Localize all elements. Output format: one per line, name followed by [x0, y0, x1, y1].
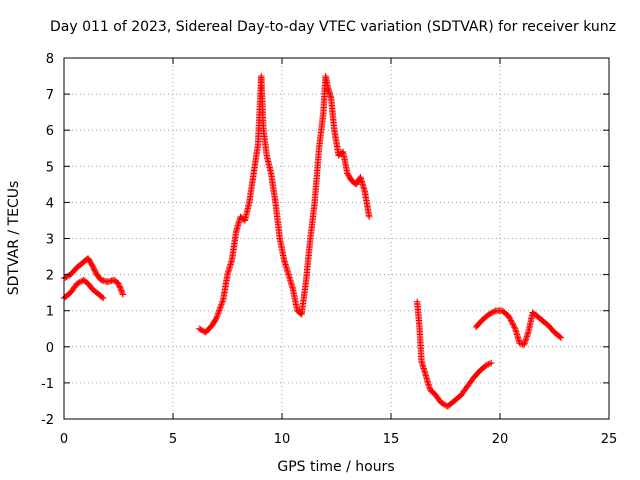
data-point — [117, 285, 124, 293]
data-layer — [60, 72, 565, 410]
y-tick-label: 6 — [46, 124, 54, 139]
data-point — [214, 311, 221, 319]
y-tick-label: 5 — [46, 160, 54, 175]
y-tick-label: 0 — [46, 341, 54, 356]
data-point — [485, 361, 492, 368]
series-segment-a-upper — [60, 255, 127, 298]
data-point — [212, 315, 220, 323]
data-point — [213, 313, 221, 320]
y-tick-label: 2 — [46, 269, 54, 284]
data-point — [116, 283, 123, 290]
data-point — [366, 213, 373, 221]
x-tick-label: 20 — [492, 432, 509, 447]
data-point — [556, 333, 564, 341]
data-point — [218, 299, 226, 307]
data-point — [509, 319, 516, 327]
data-point — [119, 289, 126, 297]
y-tick-label: 4 — [46, 196, 54, 211]
y-tick-label: -2 — [41, 413, 54, 428]
data-point — [486, 360, 494, 367]
y-tick-label: 3 — [46, 233, 54, 248]
data-point — [508, 318, 515, 325]
data-point — [506, 315, 514, 323]
y-tick-label: 1 — [46, 305, 54, 320]
x-tick-label: 0 — [60, 432, 68, 447]
series-segment-a-lower — [60, 276, 107, 302]
data-point — [215, 310, 222, 317]
x-tick-label: 10 — [274, 432, 291, 447]
data-point — [98, 293, 106, 301]
data-point — [115, 280, 122, 287]
y-tick-label: 8 — [46, 52, 54, 67]
series-segment-d — [472, 307, 565, 349]
x-axis-label: GPS time / hours — [277, 459, 394, 475]
data-point — [219, 298, 226, 305]
data-point — [215, 308, 222, 316]
data-point — [216, 307, 223, 314]
data-point — [488, 359, 495, 367]
data-point — [507, 317, 515, 324]
data-point — [218, 301, 225, 308]
tick-layer: 0 5 10 15 20 25 -2 -1 0 1 2 3 4 5 6 7 8 — [41, 52, 617, 447]
data-point — [509, 321, 517, 328]
data-point — [116, 284, 124, 291]
data-point — [506, 314, 513, 321]
data-point — [118, 288, 125, 295]
data-point — [100, 294, 107, 302]
data-point — [511, 324, 518, 331]
x-tick-label: 15 — [383, 432, 400, 447]
data-point — [483, 361, 491, 369]
data-point — [510, 322, 518, 330]
y-axis-label: SDTVAR / TECUs — [6, 181, 22, 296]
data-point — [119, 291, 127, 298]
data-point — [213, 314, 220, 322]
chart-title: Day 011 of 2023, Sidereal Day-to-day VTE… — [50, 19, 616, 35]
data-point — [217, 304, 224, 311]
series-segment-b — [195, 72, 373, 336]
x-tick-label: 5 — [169, 432, 177, 447]
x-tick-label: 25 — [601, 432, 618, 447]
data-point — [505, 312, 512, 320]
y-tick-label: 7 — [46, 88, 54, 103]
data-point — [118, 287, 125, 294]
data-point — [557, 334, 565, 341]
data-point — [217, 302, 225, 310]
series-segment-c — [413, 298, 495, 410]
data-point — [115, 281, 123, 289]
data-point — [216, 305, 224, 313]
y-tick-label: -1 — [41, 377, 54, 392]
